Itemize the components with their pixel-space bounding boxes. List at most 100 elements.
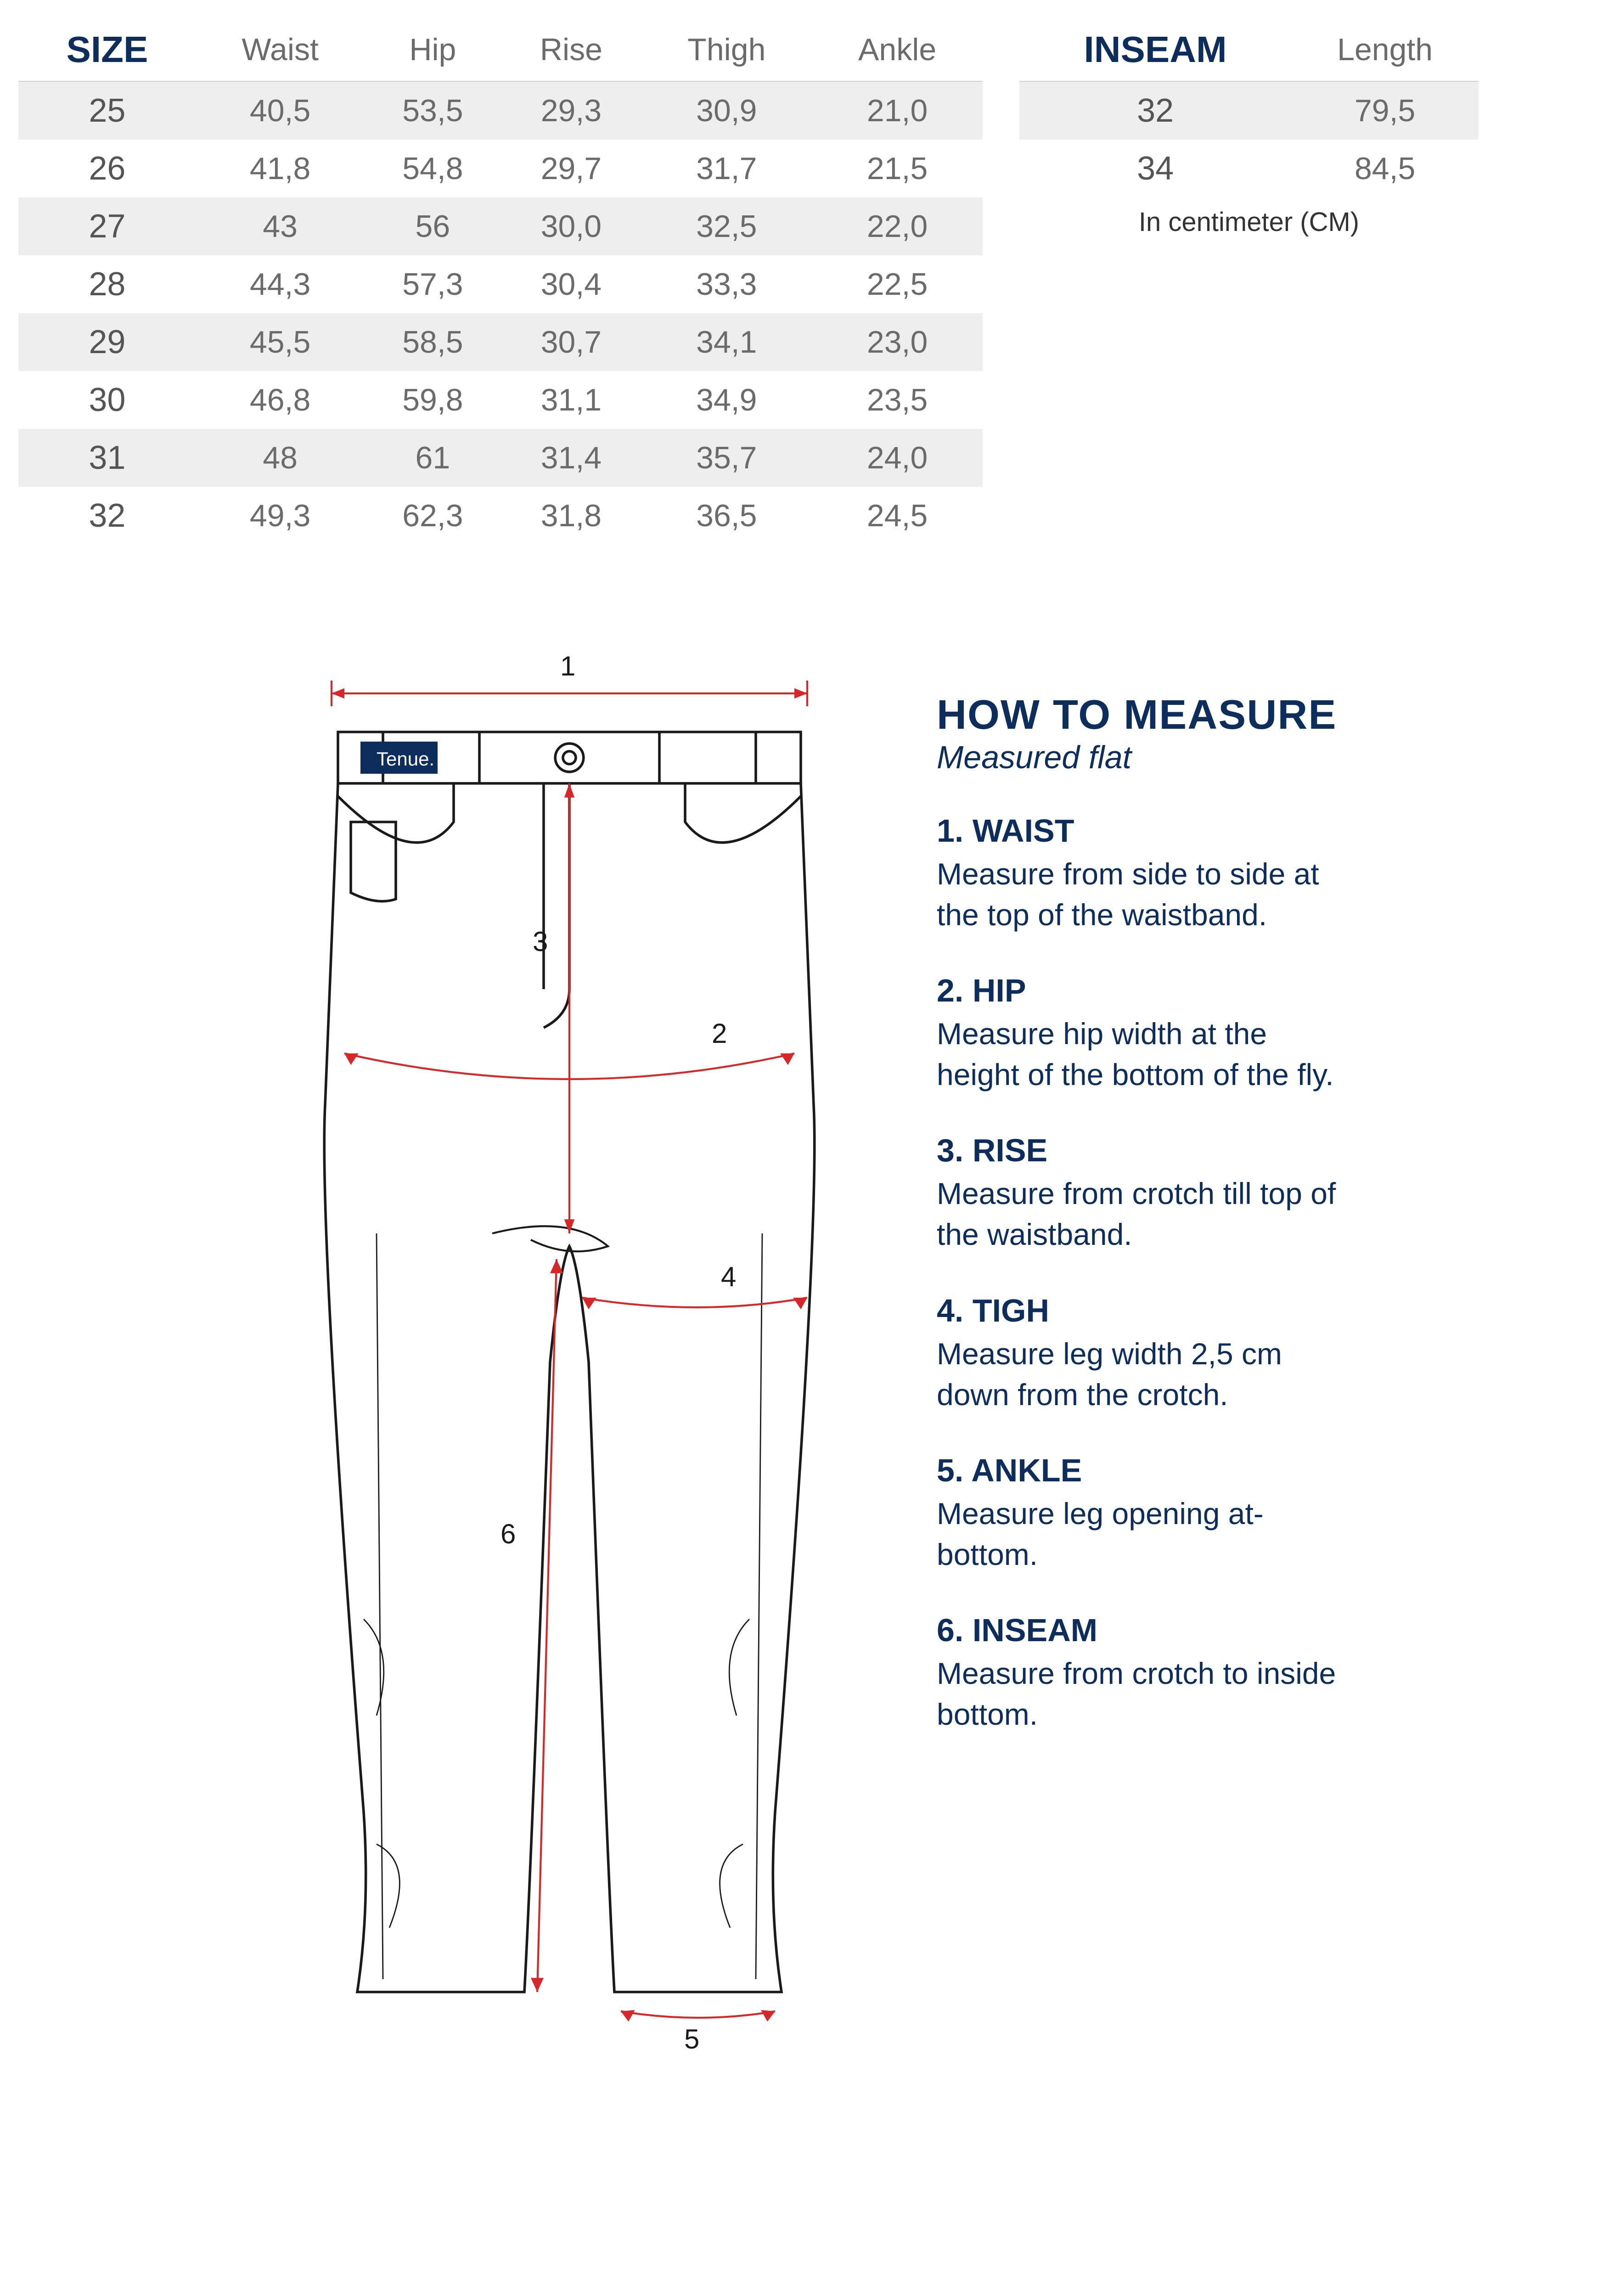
- howto-subtitle: Measured flat: [937, 739, 1504, 776]
- table-cell: 53,5: [364, 81, 501, 140]
- table-cell: 49,3: [196, 487, 365, 545]
- measure-item-title: 3. RISE: [937, 1132, 1504, 1169]
- table-cell: 24,5: [812, 487, 983, 545]
- table-row: 27435630,032,522,0: [18, 197, 983, 255]
- table-cell: 22,5: [812, 255, 983, 313]
- measure-item: 1. WAIST Measure from side to side at the…: [937, 812, 1504, 935]
- table-cell: 56: [364, 197, 501, 255]
- col-length: Length: [1291, 18, 1479, 81]
- measure-item: 3. RISEMeasure from crotch till top of t…: [937, 1132, 1504, 1255]
- table-cell: 32,5: [641, 197, 812, 255]
- howto-title: HOW TO MEASURE: [937, 692, 1504, 739]
- col-hip: Hip: [364, 18, 501, 81]
- table-row: 2844,357,330,433,322,5: [18, 255, 983, 313]
- col-size: SIZE: [18, 18, 196, 81]
- diagram-label-1: 1: [560, 650, 575, 682]
- table-cell: 24,0: [812, 429, 983, 487]
- table-cell: 44,3: [196, 255, 365, 313]
- table-cell: 54,8: [364, 140, 501, 197]
- table-cell: 35,7: [641, 429, 812, 487]
- table-cell: 22,0: [812, 197, 983, 255]
- table-cell: 41,8: [196, 140, 365, 197]
- size-table: SIZE Waist Hip Rise Thigh Ankle 2540,553…: [18, 18, 983, 545]
- measure-item-title: 2. HIP: [937, 972, 1504, 1009]
- table-cell: 33,3: [641, 255, 812, 313]
- measure-item-title: 1. WAIST: [937, 812, 1504, 849]
- table-cell: 26: [18, 140, 196, 197]
- measure-item-title: 5. ANKLE: [937, 1452, 1504, 1489]
- table-row: 2945,558,530,734,123,0: [18, 313, 983, 371]
- measure-item-desc: Measure hip width at the height of the b…: [937, 1013, 1350, 1095]
- measure-item-title: 4. TIGH: [937, 1292, 1504, 1329]
- table-cell: 45,5: [196, 313, 365, 371]
- table-cell: 30,9: [641, 81, 812, 140]
- measure-item-desc: Measure leg width 2,5 cm down from the c…: [937, 1334, 1350, 1415]
- table-cell: 30,7: [501, 313, 641, 371]
- brand-tag-text: Tenue.: [377, 748, 434, 770]
- table-cell: 30,0: [501, 197, 641, 255]
- table-cell: 21,5: [812, 140, 983, 197]
- table-cell: 21,0: [812, 81, 983, 140]
- table-cell: 29: [18, 313, 196, 371]
- table-cell: 34,9: [641, 371, 812, 429]
- table-row: 31486131,435,724,0: [18, 429, 983, 487]
- diagram-label-6: 6: [501, 1518, 516, 1550]
- table-cell: 31,1: [501, 371, 641, 429]
- measure-item: 2. HIP Measure hip width at the height of…: [937, 972, 1504, 1095]
- table-cell: 30: [18, 371, 196, 429]
- table-cell: 36,5: [641, 487, 812, 545]
- table-cell: 62,3: [364, 487, 501, 545]
- table-cell: 31,4: [501, 429, 641, 487]
- table-row: 3249,362,331,836,524,5: [18, 487, 983, 545]
- table-cell: 59,8: [364, 371, 501, 429]
- table-row: 2540,553,529,330,921,0: [18, 81, 983, 140]
- table-cell: 25: [18, 81, 196, 140]
- table-cell: 30,4: [501, 255, 641, 313]
- diagram-label-2: 2: [712, 1018, 727, 1049]
- measure-item-title: 6. INSEAM: [937, 1612, 1504, 1649]
- measure-item-desc: Measure from side to side at the top of …: [937, 854, 1350, 935]
- measure-item: 4. TIGH Measure leg width 2,5 cm down fro…: [937, 1292, 1504, 1415]
- table-cell: 23,0: [812, 313, 983, 371]
- measure-item-desc: Measure from crotch to inside bottom.: [937, 1653, 1350, 1735]
- diagram-label-5: 5: [684, 2023, 699, 2055]
- table-cell: 32: [18, 487, 196, 545]
- diagram-label-3: 3: [533, 926, 548, 957]
- measure-item: 6. INSEAM Measure from crotch to inside b…: [937, 1612, 1504, 1735]
- pants-diagram: Tenue.: [248, 655, 891, 2071]
- table-cell: 31,8: [501, 487, 641, 545]
- table-cell: 29,3: [501, 81, 641, 140]
- table-row: 3046,859,831,134,923,5: [18, 371, 983, 429]
- inseam-table: INSEAM Length 3279,53484,5 In centimeter…: [1019, 18, 1479, 545]
- table-cell: 32: [1019, 81, 1291, 140]
- table-cell: 61: [364, 429, 501, 487]
- col-waist: Waist: [196, 18, 365, 81]
- table-row: 3484,5: [1019, 140, 1479, 197]
- table-cell: 79,5: [1291, 81, 1479, 140]
- how-to-measure: HOW TO MEASURE Measured flat 1. WAIST Mea…: [937, 655, 1504, 2071]
- table-cell: 34: [1019, 140, 1291, 197]
- table-cell: 46,8: [196, 371, 365, 429]
- inseam-table-header-row: INSEAM Length: [1019, 18, 1479, 81]
- diagram-label-4: 4: [721, 1261, 736, 1293]
- table-cell: 28: [18, 255, 196, 313]
- table-row: 3279,5: [1019, 81, 1479, 140]
- measure-item-desc: Measure leg opening at-bottom.: [937, 1493, 1350, 1575]
- table-cell: 43: [196, 197, 365, 255]
- table-cell: 31: [18, 429, 196, 487]
- table-cell: 40,5: [196, 81, 365, 140]
- table-cell: 31,7: [641, 140, 812, 197]
- table-row: 2641,854,829,731,721,5: [18, 140, 983, 197]
- table-cell: 29,7: [501, 140, 641, 197]
- table-cell: 58,5: [364, 313, 501, 371]
- table-cell: 84,5: [1291, 140, 1479, 197]
- col-thigh: Thigh: [641, 18, 812, 81]
- table-cell: 23,5: [812, 371, 983, 429]
- measure-item: 5. ANKLE Measure leg opening at-bottom.: [937, 1452, 1504, 1575]
- table-cell: 34,1: [641, 313, 812, 371]
- size-table-header-row: SIZE Waist Hip Rise Thigh Ankle: [18, 18, 983, 81]
- col-inseam: INSEAM: [1019, 18, 1291, 81]
- unit-note: In centimeter (CM): [1019, 197, 1479, 247]
- table-cell: 48: [196, 429, 365, 487]
- col-ankle: Ankle: [812, 18, 983, 81]
